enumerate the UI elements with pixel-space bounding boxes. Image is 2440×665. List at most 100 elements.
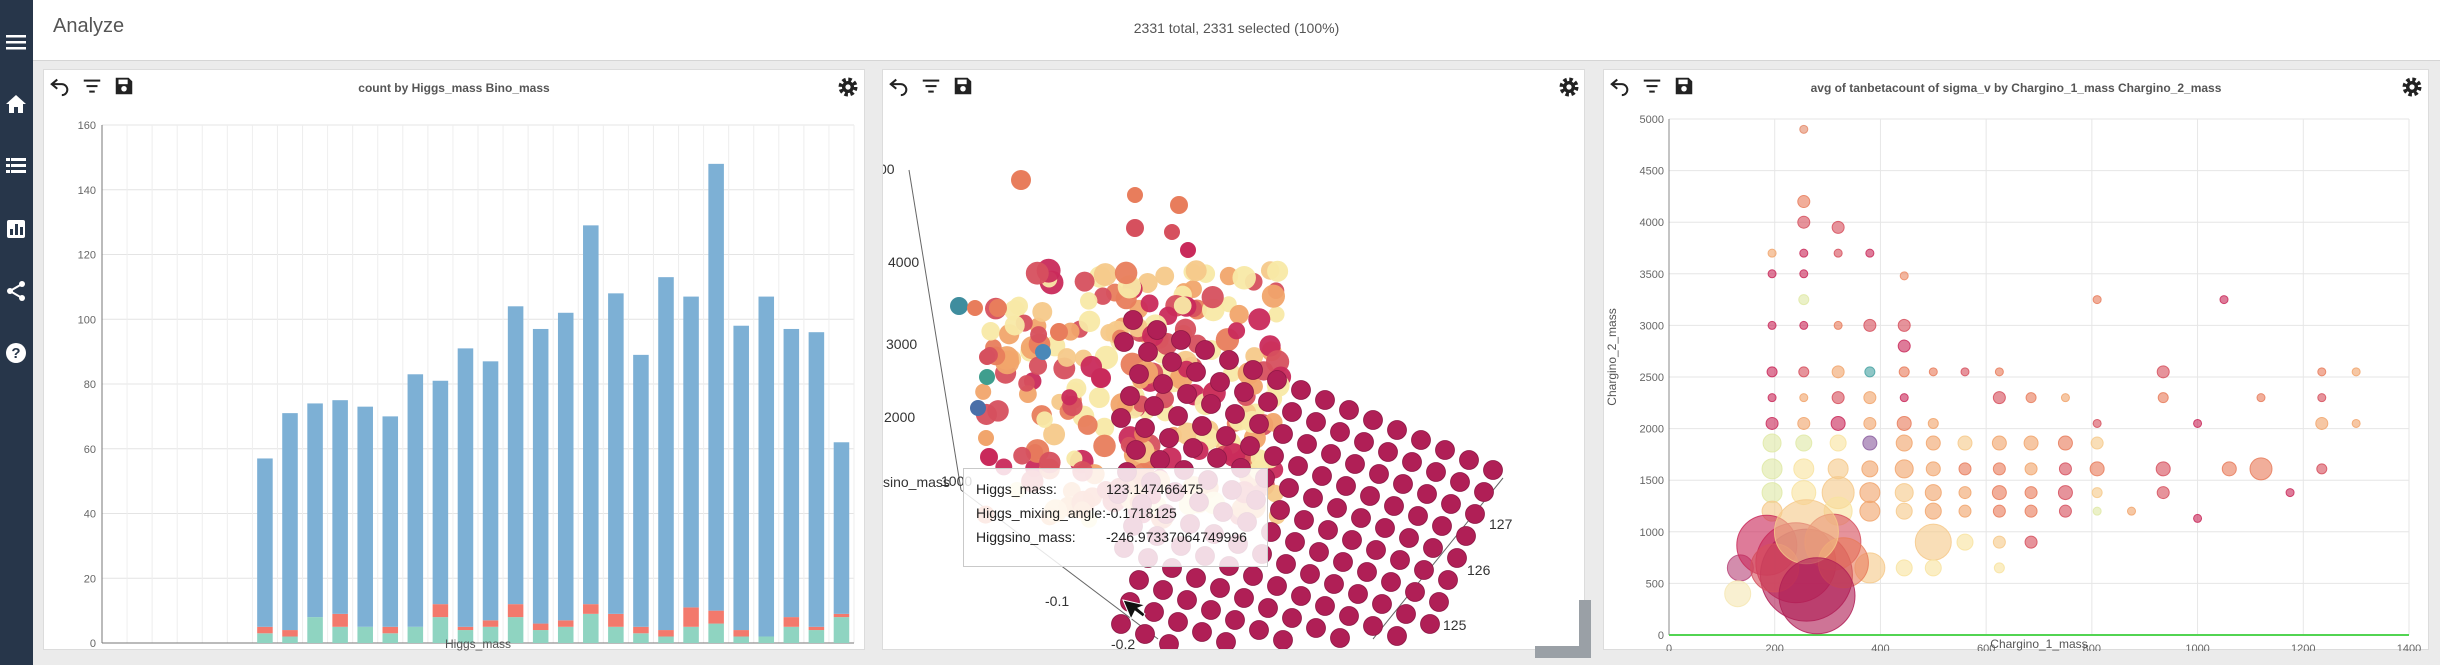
selection-summary: 2331 total, 2331 selected (100%) — [1133, 20, 1340, 36]
bubble-point — [2058, 462, 2072, 476]
bubble-point — [2317, 367, 2327, 377]
bubble-point — [1894, 459, 1914, 479]
x-tick-label: 200 — [1766, 643, 1784, 651]
scatter-point — [1378, 442, 1398, 462]
scatter-point — [1162, 352, 1182, 372]
undo-icon[interactable] — [49, 75, 71, 97]
scatter-point — [1369, 464, 1389, 484]
y-tick-label: 100 — [78, 314, 96, 326]
bubble-point — [1767, 248, 1777, 258]
analyze-icon[interactable] — [4, 217, 28, 241]
z-tick-label: 4000 — [888, 254, 919, 270]
scatter-point — [1393, 474, 1413, 494]
bubble-chart: 0500100015002000250030003500400045005000… — [1605, 114, 2421, 651]
bubble-point — [1863, 391, 1877, 405]
scatter-point — [1249, 620, 1269, 640]
scatter-point — [1357, 562, 1377, 582]
share-icon[interactable] — [4, 279, 28, 303]
settings-gear-icon[interactable] — [1557, 75, 1581, 99]
tooltip-label: Higgsino_mass: — [976, 529, 1076, 545]
filter-icon[interactable] — [1641, 75, 1663, 97]
z-axis-line — [908, 169, 962, 491]
bubble-point — [2060, 393, 2070, 403]
x-tick-label: 127.30 — [736, 649, 768, 651]
scatter-point — [1315, 390, 1335, 410]
bar-chart-title: count by Higgs_mass Bino_mass — [358, 81, 550, 95]
bubble-point — [2156, 365, 2170, 379]
bar-segment — [583, 604, 599, 614]
resize-handle-icon[interactable] — [1535, 600, 1591, 658]
bar-chart-panel: count by Higgs_mass Bino_mass 0 20 40 60 80 1… — [43, 69, 865, 651]
scatter-point — [1201, 394, 1221, 414]
scatter-point — [1336, 476, 1356, 496]
scatter-point — [1129, 570, 1149, 590]
table-icon[interactable] — [4, 154, 28, 178]
scatter-point — [1091, 368, 1111, 388]
undo-icon[interactable] — [888, 75, 910, 97]
bar-segment — [332, 626, 348, 643]
scatter-point — [1025, 261, 1049, 285]
bubble-point — [1833, 320, 1843, 330]
y-tick-label: 5000 — [1640, 114, 1664, 126]
settings-gear-icon[interactable] — [2400, 75, 2424, 99]
filter-icon[interactable] — [81, 75, 103, 97]
scatter-point — [1291, 380, 1311, 400]
bar-segment — [608, 626, 624, 643]
scatter-point — [1004, 315, 1025, 336]
scatter-point — [1285, 532, 1305, 552]
bubble-point — [2317, 393, 2327, 403]
bubble-point — [1897, 318, 1911, 332]
bar-segment — [532, 630, 549, 643]
scatter-point — [1318, 520, 1338, 540]
scatter-point — [1303, 488, 1323, 508]
x-tick-label: 125 — [1443, 617, 1467, 633]
scatter-point — [1441, 494, 1461, 514]
bubble-point — [1899, 393, 1909, 403]
bubble-point — [1833, 248, 1843, 258]
bar-segment — [633, 626, 649, 634]
scatter-point — [1348, 584, 1368, 604]
scatter-point — [1050, 323, 1068, 341]
scatter-point — [1363, 410, 1383, 430]
bubble-point — [2023, 435, 2039, 451]
scatter-point — [1483, 460, 1503, 480]
undo-icon[interactable] — [1609, 75, 1631, 97]
save-icon[interactable] — [113, 75, 135, 97]
bar-segment — [557, 312, 574, 621]
bar-segment — [658, 277, 674, 631]
bubble-point — [2256, 393, 2266, 403]
filter-icon[interactable] — [920, 75, 942, 97]
y-tick-label: -0.2 — [1111, 636, 1135, 649]
bar-segment — [482, 361, 499, 621]
x-tick-label: 125.70 — [536, 649, 568, 651]
home-icon[interactable] — [4, 92, 28, 116]
save-icon[interactable] — [952, 75, 974, 97]
scatter-point — [1164, 224, 1180, 240]
scatter-point — [1061, 389, 1078, 406]
bubble-point — [1896, 415, 1912, 431]
help-icon[interactable]: ? — [4, 341, 28, 365]
bubble-point — [1799, 393, 1809, 403]
bubble-point — [1960, 367, 1970, 377]
scatter-point — [1324, 574, 1344, 594]
bubble-point — [1799, 269, 1809, 279]
scatter-point — [1028, 356, 1048, 375]
scatter-point — [1297, 434, 1317, 454]
bubble-point — [2091, 487, 2103, 499]
bubble-point — [1797, 195, 1811, 209]
save-icon[interactable] — [1673, 75, 1695, 97]
y-tick-label: 4500 — [1640, 166, 1664, 178]
scatter-point — [1267, 260, 1289, 282]
scatter-point — [1111, 614, 1131, 634]
settings-gear-icon[interactable] — [836, 75, 860, 99]
bubble-point — [1958, 462, 1972, 476]
bubble-point — [1827, 458, 1849, 480]
menu-icon[interactable] — [4, 30, 28, 54]
scatter-point — [1114, 261, 1138, 285]
scatter-point — [1264, 446, 1284, 466]
sidebar: ? — [0, 0, 33, 665]
bubble-point — [2024, 462, 2038, 476]
scatter-point — [1414, 560, 1434, 580]
x-tick-label: 126.70 — [661, 649, 693, 651]
bubble-point — [1993, 562, 2005, 574]
